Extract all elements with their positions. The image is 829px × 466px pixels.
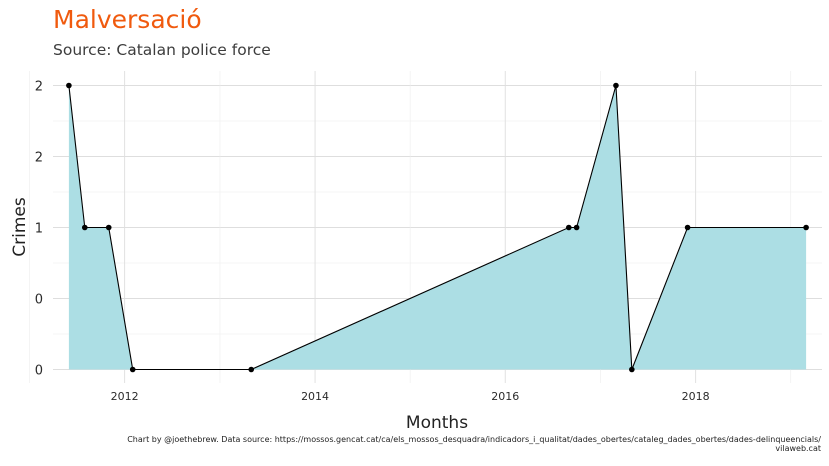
x-tick-label: 2014 xyxy=(301,390,329,403)
data-point xyxy=(81,224,88,231)
y-tick-label: 0 xyxy=(35,364,43,379)
data-point xyxy=(613,82,619,89)
area-layer xyxy=(68,85,807,370)
y-tick-label: 1 xyxy=(35,222,43,237)
x-axis-title: Months xyxy=(406,413,468,433)
y-tick-label: 2 xyxy=(35,151,43,166)
y-axis-title: Crimes xyxy=(10,197,30,257)
y-tick-labels: 0 0 1 2 2 xyxy=(35,80,43,379)
caption-line: vilaweb.cat xyxy=(775,444,821,453)
x-tick-label: 2012 xyxy=(111,390,139,403)
data-point xyxy=(66,82,72,89)
data-point xyxy=(105,224,112,231)
chart-subtitle: Source: Catalan police force xyxy=(53,41,271,59)
data-point xyxy=(248,366,255,373)
data-point xyxy=(803,224,809,231)
chart-caption: Chart by @joethebrew. Data source: https… xyxy=(61,435,821,453)
point-layer xyxy=(66,82,809,373)
y-tick-label: 2 xyxy=(35,80,43,95)
x-tick-labels: 2012 2014 2016 2018 xyxy=(111,390,710,403)
y-tick-label: 0 xyxy=(35,293,43,308)
x-tick-label: 2016 xyxy=(491,390,519,403)
data-point xyxy=(629,366,635,373)
area-fill xyxy=(68,85,807,370)
data-point xyxy=(684,224,691,231)
x-tick-label: 2018 xyxy=(682,390,710,403)
data-point xyxy=(573,224,580,231)
data-point xyxy=(565,224,572,231)
caption-line: Chart by @joethebrew. Data source: https… xyxy=(127,435,821,444)
data-point xyxy=(129,366,136,373)
chart-title: Malversació xyxy=(53,5,202,34)
